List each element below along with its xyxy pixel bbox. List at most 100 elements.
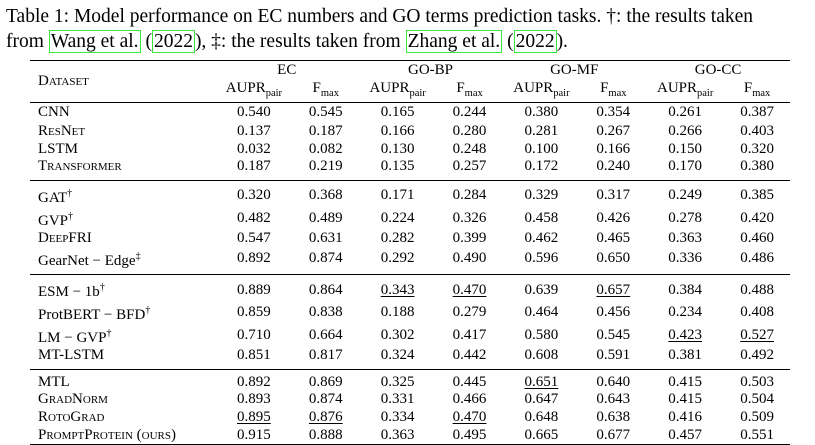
- metric-value: 0.387: [724, 103, 790, 123]
- metric-value: 0.137: [215, 123, 293, 141]
- metric-value: 0.889: [215, 279, 293, 302]
- metric-value: 0.343: [359, 279, 437, 302]
- metric-value: 0.280: [437, 123, 503, 141]
- metric-value: 0.677: [580, 427, 646, 445]
- metric-value: 0.486: [724, 248, 790, 271]
- metric-value: 0.334: [359, 409, 437, 427]
- citation-year-link-zhang[interactable]: 2022: [514, 30, 557, 53]
- metric-subscript: max: [752, 88, 770, 99]
- metric-value: 0.495: [437, 427, 503, 445]
- source-mark: †: [100, 282, 105, 293]
- metric-value: 0.464: [502, 302, 580, 325]
- model-name-text: MT-LSTM: [38, 347, 104, 363]
- metric-value: 0.874: [293, 248, 359, 271]
- metric-value: 0.381: [646, 347, 724, 365]
- caption-line-2: from Wang et al. (2022), ‡: the results …: [6, 29, 811, 54]
- model-name-text: GVP: [38, 213, 68, 229]
- metric-value: 0.509: [724, 409, 790, 427]
- model-name: GearNet − Edge‡: [30, 248, 215, 271]
- metric-value: 0.324: [359, 347, 437, 365]
- metric-value: 0.415: [646, 374, 724, 392]
- metric-value: 0.457: [646, 427, 724, 445]
- metric-subscript: max: [465, 88, 483, 99]
- metric-value: 0.869: [293, 374, 359, 392]
- caption-text: ).: [557, 31, 568, 52]
- metric-value: 0.187: [215, 158, 293, 176]
- caption-text: from: [6, 31, 49, 52]
- metric-value: 0.888: [293, 427, 359, 445]
- table-caption: Table 1: Model performance on EC numbers…: [6, 4, 811, 54]
- metric-value: 0.710: [215, 325, 293, 348]
- metric-header-aupr: AUPRpair: [502, 80, 580, 103]
- source-mark: †: [106, 328, 111, 339]
- model-name-text: GearNet − Edge: [38, 253, 136, 269]
- metric-label: AUPR: [226, 80, 266, 96]
- metric-value: 0.643: [580, 391, 646, 409]
- metric-value: 0.171: [359, 185, 437, 208]
- metric-subscript: max: [321, 88, 339, 99]
- metric-value: 0.648: [502, 409, 580, 427]
- model-name-text: LM − GVP: [38, 330, 106, 346]
- metric-value: 0.640: [580, 374, 646, 392]
- metric-header-aupr: AUPRpair: [215, 80, 293, 103]
- citation-link-zhang[interactable]: Zhang et al.: [406, 30, 503, 53]
- group-header-go-cc: GO-CC: [646, 62, 790, 80]
- metric-value: 0.664: [293, 325, 359, 348]
- metric-value: 0.657: [580, 279, 646, 302]
- model-name-text: GradNorm: [38, 391, 108, 407]
- metric-value: 0.282: [359, 230, 437, 248]
- metric-value: 0.219: [293, 158, 359, 176]
- metric-value: 0.462: [502, 230, 580, 248]
- metric-value: 0.851: [215, 347, 293, 365]
- metric-value: 0.248: [437, 141, 503, 159]
- metric-value: 0.170: [646, 158, 724, 176]
- metric-value: 0.150: [646, 141, 724, 159]
- metric-label: F: [313, 80, 321, 96]
- metric-value: 0.864: [293, 279, 359, 302]
- metric-value: 0.492: [724, 347, 790, 365]
- metric-value: 0.503: [724, 374, 790, 392]
- metric-value: 0.130: [359, 141, 437, 159]
- metric-value: 0.540: [215, 103, 293, 123]
- model-name-text: MTL: [38, 374, 70, 390]
- model-name: ESM − 1b†: [30, 279, 215, 302]
- metric-value: 0.368: [293, 185, 359, 208]
- metric-value: 0.580: [502, 325, 580, 348]
- metric-value: 0.082: [293, 141, 359, 159]
- metric-value: 0.458: [502, 208, 580, 231]
- model-name: DeepFRI: [30, 230, 215, 248]
- metric-value: 0.488: [724, 279, 790, 302]
- metric-value: 0.527: [724, 325, 790, 348]
- metric-value: 0.292: [359, 248, 437, 271]
- metric-value: 0.892: [215, 248, 293, 271]
- citation-link-wang[interactable]: Wang et al.: [49, 30, 141, 53]
- caption-text: (: [141, 31, 152, 52]
- metric-value: 0.284: [437, 185, 503, 208]
- citation-year-link-wang[interactable]: 2022: [152, 30, 195, 53]
- metric-value: 0.234: [646, 302, 724, 325]
- group-header-go-mf: GO-MF: [502, 62, 646, 80]
- paper-page: Table 1: Model performance on EC numbers…: [0, 0, 815, 408]
- metric-value: 0.325: [359, 374, 437, 392]
- model-name: MTL: [30, 374, 215, 392]
- metric-subscript: pair: [409, 88, 425, 99]
- metric-value: 0.224: [359, 208, 437, 231]
- metric-value: 0.166: [359, 123, 437, 141]
- group-header-go-bp: GO-BP: [359, 62, 503, 80]
- metric-value: 0.416: [646, 409, 724, 427]
- metric-value: 0.354: [580, 103, 646, 123]
- metric-value: 0.166: [580, 141, 646, 159]
- model-name: Transformer: [30, 158, 215, 176]
- metric-header-fmax: Fmax: [580, 80, 646, 103]
- metric-value: 0.240: [580, 158, 646, 176]
- metric-subscript: max: [608, 88, 626, 99]
- model-name: ProtBERT − BFD†: [30, 302, 215, 325]
- metric-value: 0.363: [646, 230, 724, 248]
- metric-value: 0.596: [502, 248, 580, 271]
- dataset-header: Dataset: [30, 62, 215, 103]
- metric-value: 0.266: [646, 123, 724, 141]
